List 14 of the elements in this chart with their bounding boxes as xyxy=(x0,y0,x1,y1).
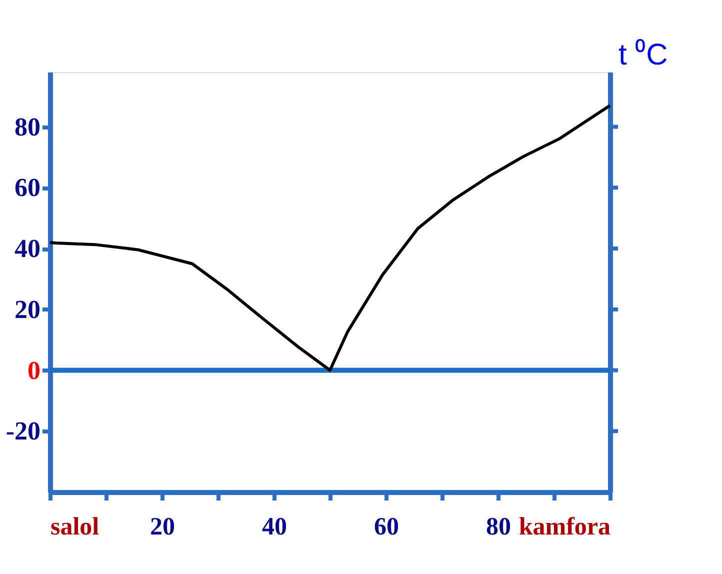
y-axis-title: t ⁰C xyxy=(618,38,668,72)
y-tick-label: 0 xyxy=(28,356,40,385)
x-tick-label: 20 xyxy=(150,514,175,540)
y-tick-label: 20 xyxy=(14,294,40,324)
x-tick-label: 40 xyxy=(262,514,287,540)
y-tick-label: 80 xyxy=(14,112,40,142)
x-tick-label: kamfora xyxy=(518,514,611,540)
y-tick-label: -20 xyxy=(6,416,40,446)
line-series xyxy=(48,104,612,372)
x-tick-label: 60 xyxy=(374,514,399,540)
x-tick-label: salol xyxy=(50,514,100,540)
y-tick-label: 40 xyxy=(14,234,40,264)
y-tick-label: 60 xyxy=(14,173,40,202)
x-tick-label: 80 xyxy=(486,514,511,540)
